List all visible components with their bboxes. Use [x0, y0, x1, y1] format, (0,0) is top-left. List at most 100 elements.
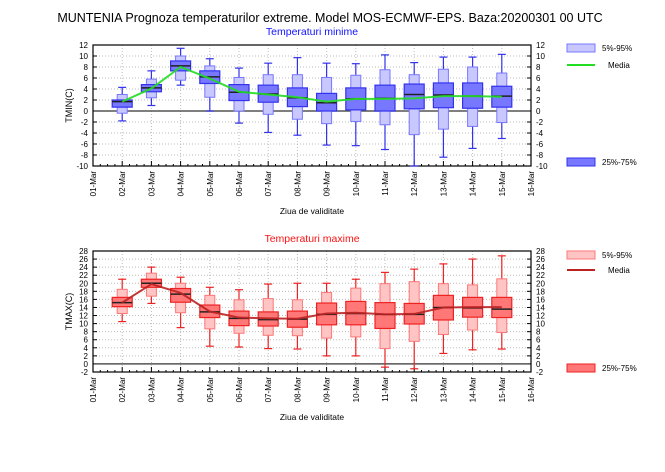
- x-tick-label: 04-Mar: [177, 377, 186, 403]
- x-tick-label: 09-Mar: [323, 377, 332, 403]
- mean-line: [121, 282, 502, 320]
- y-tick-label: -2: [81, 368, 89, 377]
- box-10-Mar: [345, 278, 367, 357]
- box-04-Mar: [170, 276, 192, 329]
- y-tick-label-right: 16: [536, 295, 545, 304]
- x-tick-label: 01-Mar: [89, 171, 98, 197]
- x-tick-label: 15-Mar: [498, 171, 507, 197]
- y-tick-label-right: -2: [536, 368, 544, 377]
- x-tick-label: 03-Mar: [147, 377, 156, 403]
- x-tick-label: 07-Mar: [264, 171, 273, 197]
- subplot-title: Temperaturi minime: [266, 26, 358, 38]
- x-tick-label: 11-Mar: [381, 171, 390, 196]
- x-tick-label: 02-Mar: [118, 171, 127, 197]
- x-tick-label: 06-Mar: [235, 377, 244, 403]
- y-tick-label-right: -6: [536, 140, 544, 149]
- y-tick-label-right: 2: [536, 96, 541, 105]
- y-tick-label-right: 18: [536, 287, 545, 296]
- y-axis-label: TMIN(C): [64, 88, 74, 123]
- box-02-Mar: [111, 86, 133, 122]
- box-07-Mar: [257, 283, 279, 350]
- box-25-75: [403, 83, 425, 110]
- y-tick-label: 6: [84, 74, 89, 83]
- x-tick-label: 12-Mar: [410, 171, 419, 197]
- x-tick-label: 13-Mar: [439, 171, 448, 197]
- box-14-Mar: [462, 258, 484, 351]
- y-tick-label-right: 10: [536, 320, 545, 329]
- y-tick-label-right: 20: [536, 279, 545, 288]
- y-tick-label-right: 4: [536, 344, 541, 353]
- y-tick-label-right: -10: [536, 162, 548, 171]
- y-tick-label: 26: [79, 255, 88, 264]
- y-tick-label: 4: [84, 344, 89, 353]
- legend-swatch-25-75: [566, 363, 596, 373]
- x-tick-label: 03-Mar: [147, 171, 156, 197]
- x-tick-label: 13-Mar: [439, 377, 448, 403]
- y-tick-label: 0: [84, 107, 89, 116]
- x-tick-label: 01-Mar: [89, 377, 98, 403]
- y-tick-label-right: 0: [536, 107, 541, 116]
- y-tick-label-right: -2: [536, 118, 544, 127]
- y-tick-label-right: 8: [536, 328, 541, 337]
- box-14-Mar: [462, 56, 484, 149]
- y-tick-label-right: 26: [536, 255, 545, 264]
- box-11-Mar: [374, 271, 396, 368]
- mean-line: [121, 65, 502, 103]
- x-tick-label: 07-Mar: [264, 377, 273, 403]
- x-tick-label: 02-Mar: [118, 377, 127, 403]
- legend-label-5-95: 5%-95%: [602, 251, 632, 260]
- box-25-75: [111, 99, 133, 108]
- y-tick-label: 28: [79, 247, 88, 256]
- plot-0: Temperaturi minime -10 -10 -8 -8 -6 -6 -4 -4 -2 -2…: [64, 26, 637, 216]
- box-05-Mar: [199, 58, 221, 112]
- x-tick-label: 11-Mar: [381, 377, 390, 402]
- y-tick-label-right: 8: [536, 63, 541, 72]
- x-tick-label: 05-Mar: [206, 377, 215, 403]
- box-05-Mar: [199, 286, 221, 347]
- legend-label-mean: Media: [608, 61, 630, 70]
- y-tick-label-right: 0: [536, 360, 541, 369]
- y-tick-label: 12: [79, 41, 88, 50]
- box-11-Mar: [374, 54, 396, 151]
- x-tick-label: 08-Mar: [293, 377, 302, 403]
- plot-frame: [92, 44, 532, 167]
- y-tick-label: 8: [84, 328, 89, 337]
- legend-swatch-25-75: [566, 157, 596, 167]
- y-tick-label-right: 14: [536, 303, 545, 312]
- y-tick-label-right: 22: [536, 271, 545, 280]
- box-13-Mar: [432, 56, 454, 158]
- y-tick-label: 16: [79, 295, 88, 304]
- y-tick-label-right: 6: [536, 74, 541, 83]
- y-tick-label-right: 6: [536, 336, 541, 345]
- x-tick-label: 08-Mar: [293, 171, 302, 197]
- legend-label-mean: Media: [608, 266, 630, 275]
- y-tick-label-right: 12: [536, 41, 545, 50]
- y-tick-label: 2: [84, 96, 89, 105]
- box-25-75: [374, 302, 396, 330]
- plot-frame: [92, 250, 532, 373]
- x-tick-label: 04-Mar: [177, 171, 186, 197]
- y-tick-label: 24: [79, 263, 88, 272]
- y-tick-label: 6: [84, 336, 89, 345]
- x-tick-label: 12-Mar: [410, 377, 419, 403]
- box-09-Mar: [316, 282, 338, 357]
- legend-swatch-5-95: [566, 43, 596, 53]
- box-15-Mar: [491, 255, 513, 350]
- y-tick-label-right: 4: [536, 85, 541, 94]
- y-tick-label: -10: [76, 162, 88, 171]
- x-tick-label: 10-Mar: [352, 377, 361, 403]
- y-tick-label: 0: [84, 360, 89, 369]
- y-tick-label: 20: [79, 279, 88, 288]
- y-tick-label-right: 10: [536, 52, 545, 61]
- x-tick-label: 14-Mar: [469, 377, 478, 403]
- legend-label-5-95: 5%-95%: [602, 44, 632, 53]
- box-06-Mar: [228, 67, 250, 124]
- y-tick-label: 22: [79, 271, 88, 280]
- x-tick-label: 10-Mar: [352, 171, 361, 197]
- x-tick-label: 16-Mar: [527, 377, 536, 403]
- x-tick-label: 05-Mar: [206, 171, 215, 197]
- y-axis-label: TMAX(C): [64, 293, 74, 331]
